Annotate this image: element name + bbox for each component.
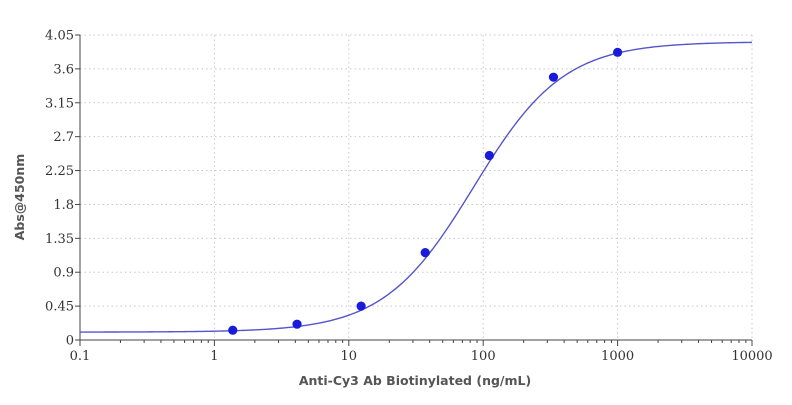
grid-layer xyxy=(80,34,753,340)
y-tick-label: 0.9 xyxy=(53,266,74,281)
y-tick-label: 1.8 xyxy=(53,198,74,213)
labels-layer: 0 0.45 0.9 1.35 1.8 2.25 2.7 3.15 3.6 4.05 0.1 1 10 1… xyxy=(45,29,773,365)
y-tick-label: 2.7 xyxy=(53,130,74,145)
x-tick-label: 10000 xyxy=(731,349,772,364)
data-point xyxy=(420,248,430,258)
data-point xyxy=(356,301,366,311)
y-tick-label: 0.45 xyxy=(45,300,74,315)
x-tick-label: 100 xyxy=(471,349,496,364)
points-layer xyxy=(228,47,623,335)
x-tick-label: 0.1 xyxy=(70,349,91,364)
y-axis-title: Abs@450nm xyxy=(12,154,27,241)
y-tick-label: 0 xyxy=(66,334,74,349)
axes-layer xyxy=(75,34,753,346)
data-point xyxy=(548,72,559,82)
x-tick-label: 1000 xyxy=(601,349,634,364)
y-tick-label: 3.15 xyxy=(45,96,74,111)
x-tick-label: 10 xyxy=(341,349,358,364)
data-point xyxy=(292,319,302,329)
x-tick-label: 1 xyxy=(210,349,218,364)
y-tick-label: 4.05 xyxy=(45,29,74,44)
x-axis-title: Anti-Cy3 Ab Biotinylated (ng/mL) xyxy=(299,373,531,388)
y-tick-label: 1.35 xyxy=(45,232,74,247)
fit-curve xyxy=(80,41,753,333)
data-point xyxy=(484,150,494,161)
data-point xyxy=(228,325,238,335)
curve-layer xyxy=(80,41,753,333)
y-tick-label: 3.6 xyxy=(53,62,74,77)
data-point xyxy=(613,47,623,57)
y-tick-label: 2.25 xyxy=(45,164,74,179)
